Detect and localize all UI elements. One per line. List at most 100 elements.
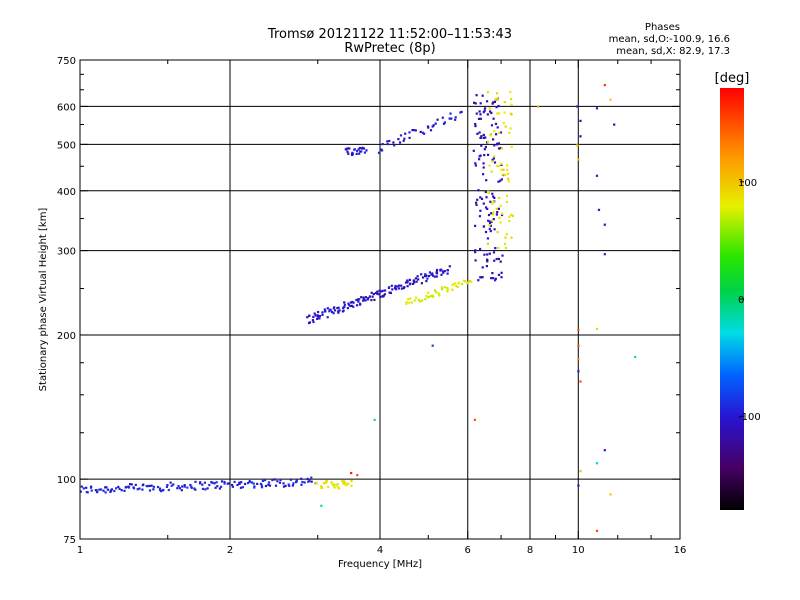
data-point — [287, 483, 290, 486]
data-point — [443, 121, 446, 124]
data-point — [427, 291, 430, 294]
data-point — [193, 487, 196, 490]
data-point — [449, 112, 452, 115]
data-point — [482, 202, 485, 205]
data-point — [306, 477, 309, 480]
data-point — [215, 481, 218, 484]
data-point — [220, 485, 223, 488]
data-point — [231, 485, 234, 488]
data-point — [474, 164, 477, 167]
data-point — [360, 147, 363, 150]
data-point — [252, 482, 255, 485]
data-point — [129, 483, 132, 486]
data-point — [489, 230, 492, 233]
data-point — [415, 280, 418, 283]
data-point — [446, 287, 449, 290]
data-point — [178, 487, 181, 490]
data-point — [482, 166, 485, 169]
data-point — [454, 116, 457, 119]
data-point — [253, 485, 256, 488]
x-tick-label: 4 — [377, 545, 383, 556]
data-point — [448, 265, 451, 268]
data-point — [333, 483, 336, 486]
data-point — [289, 478, 293, 481]
data-point — [306, 316, 309, 319]
data-point — [324, 310, 327, 313]
data-point — [115, 487, 118, 490]
data-point — [82, 487, 85, 490]
data-point — [486, 253, 489, 256]
data-point — [358, 302, 362, 305]
data-point — [443, 270, 446, 273]
data-point — [479, 196, 482, 199]
data-point — [130, 483, 133, 486]
data-point — [403, 137, 406, 140]
data-point — [172, 483, 175, 486]
data-point — [479, 117, 482, 120]
data-point — [496, 164, 499, 168]
data-point — [577, 328, 580, 331]
data-point — [408, 131, 411, 134]
data-point — [482, 173, 485, 176]
data-point — [431, 272, 434, 275]
data-point — [454, 118, 457, 121]
data-point — [477, 279, 480, 282]
data-point — [479, 102, 482, 105]
data-point — [490, 277, 493, 280]
data-point — [158, 487, 162, 490]
data-point — [474, 224, 477, 227]
data-point — [488, 107, 491, 110]
data-point — [167, 488, 170, 492]
data-point — [333, 486, 336, 489]
data-point — [576, 105, 579, 108]
data-point — [424, 298, 427, 301]
y-tick-label: 300 — [57, 247, 76, 258]
colorbar-ticks: 100 0 -100 — [738, 178, 761, 423]
data-point — [350, 479, 353, 483]
data-point — [474, 249, 477, 252]
data-point — [481, 266, 484, 269]
data-point — [352, 305, 355, 308]
data-point — [474, 259, 477, 262]
data-point — [431, 344, 434, 347]
data-point — [595, 327, 599, 330]
data-point — [355, 152, 358, 155]
data-point — [451, 283, 454, 286]
data-point — [446, 288, 449, 291]
data-point — [421, 299, 424, 302]
data-point — [455, 284, 458, 287]
data-point — [489, 110, 492, 113]
data-point — [343, 303, 346, 306]
data-point — [481, 94, 484, 97]
data-point — [328, 308, 331, 311]
data-point — [493, 100, 496, 103]
data-point — [450, 117, 453, 120]
data-point — [446, 269, 449, 272]
data-point — [345, 484, 348, 487]
x-axis-label: Frequency [MHz] — [338, 559, 422, 570]
y-tick-label: 750 — [57, 56, 76, 67]
data-point — [475, 203, 478, 206]
data-point — [177, 485, 180, 488]
data-point — [433, 289, 437, 292]
data-point — [492, 251, 496, 254]
data-point — [491, 102, 494, 105]
x-axis-ticks: 1 2 4 6 8 10 16 — [77, 60, 686, 556]
data-point — [382, 294, 385, 297]
data-point — [486, 100, 489, 103]
data-point — [377, 293, 380, 296]
data-point — [478, 158, 481, 161]
data-point — [118, 487, 121, 490]
data-point — [368, 295, 371, 298]
data-point — [421, 131, 424, 134]
data-point — [429, 129, 433, 132]
data-point — [411, 129, 414, 132]
data-point — [338, 487, 341, 490]
data-point — [432, 124, 435, 127]
data-point — [477, 189, 480, 192]
data-point — [603, 253, 606, 256]
data-point — [508, 219, 511, 223]
data-point — [335, 484, 338, 487]
data-point — [485, 196, 488, 199]
